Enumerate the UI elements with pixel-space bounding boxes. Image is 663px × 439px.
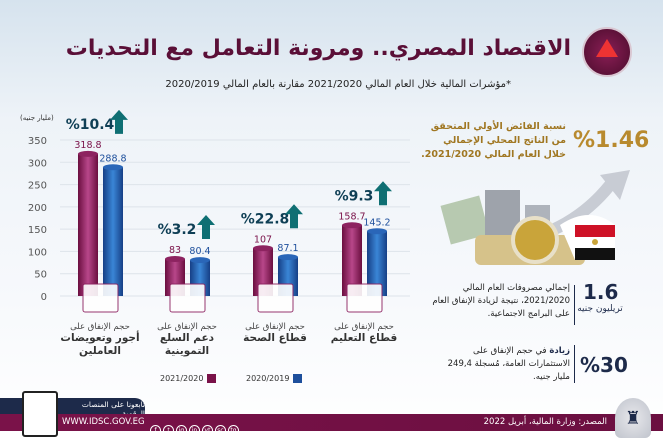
page-title: الاقتصاد المصري.. ومرونة التعامل مع التح… [65,36,571,61]
data-label: 87.1 [277,243,298,254]
growth-label: %9.3 [335,188,374,204]
category-bold: قطاع التعليم [330,332,398,344]
economy-illustration-icon [440,170,630,265]
bar [367,231,387,296]
category-bold: قطاع الصحة [243,332,307,344]
category-small: حجم الإنفاق على [157,322,217,332]
y-tick-label: 200 [28,203,47,214]
source-text: المصدر: وزارة المالية، أبريل 2022 [483,417,607,427]
grocery-box-icon [169,283,206,313]
growth-label: %3.2 [158,222,197,238]
invest-text: في حجم الإنفاق على الاستثمارات العامة، م… [447,346,570,382]
spend-unit: تريليون جنيه [577,304,623,314]
up-arrow-icon [285,204,303,229]
category-small: حجم الإنفاق على [70,322,130,332]
social-f-icon[interactable]: f [150,425,161,436]
bar [103,167,123,296]
bar-top [342,222,362,229]
data-label: 80.4 [189,246,210,257]
category-label: حجم الإنفاق على أجور وتعويضات العاملين [55,322,145,358]
idsc-logo [582,27,632,77]
invest-bold: زيادة [549,346,570,356]
surplus-text: نسبة الفائض الأولي المتحقق من الناتج الم… [421,121,566,160]
data-label: 145.2 [363,217,390,228]
legend-label: 2021/2020 [160,374,204,383]
social-yt-icon[interactable]: yt [202,425,213,436]
social-t-icon[interactable]: t [163,425,174,436]
legend-label: 2020/2019 [246,374,290,383]
bar [78,153,98,296]
legend-2021: 2021/2020 [160,374,217,383]
legend-swatch [207,374,217,383]
growth-label: %10.4 [66,117,115,133]
divider [574,345,575,383]
y-tick-label: 150 [28,225,47,236]
social-tg-icon[interactable]: tg [228,425,239,436]
category-label: حجم الإنفاق على قطاع التعليم [319,322,409,345]
page-subtitle: *مؤشرات المالية خلال العام المالي 2021/2… [165,79,511,90]
unit-label: (مليار جنيه) [20,114,54,122]
bar-top [190,257,210,264]
category-bold: دعم السلع التموينية [159,332,215,357]
follow-text: تابعونا على المنصات الرقمية [81,400,145,418]
legend-swatch [293,374,303,383]
category-label: حجم الإنفاق على قطاع الصحة [230,322,320,345]
spend-text: إجمالي مصروفات العام المالي 2021/2020، ن… [432,283,570,319]
book-icon [346,283,383,313]
legend-2020: 2020/2019 [246,374,303,383]
up-arrow-icon [374,181,392,206]
category-bold: أجور وتعويضات العاملين [60,332,140,357]
social-in-icon[interactable]: in [189,425,200,436]
data-label: 288.8 [99,153,126,164]
y-tick-label: 350 [28,136,47,147]
surplus-value: %1.46 [573,128,650,153]
y-tick-label: 100 [28,247,47,258]
bar-top [165,256,185,263]
bar-chart: (مليار جنيه) 0 50 100 150 200 250 300 350 318.8 2… [20,109,410,313]
footer-band: WWW.IDSC.GOV.EG f t ig in yt sc tg المصدر: وزا… [0,414,663,436]
money-envelope-icon [82,283,119,313]
divider [574,285,575,325]
data-label: 83 [169,245,181,256]
up-arrow-icon [197,215,215,240]
bar-top [278,254,298,261]
up-arrow-icon [110,109,128,134]
data-label: 158.7 [338,211,365,222]
y-tick-label: 0 [41,292,47,303]
website-link[interactable]: WWW.IDSC.GOV.EG [62,417,145,427]
growth-label: %22.8 [241,211,290,227]
bar-top [253,245,273,252]
bar-top [367,228,387,235]
social-ig-icon[interactable]: ig [176,425,187,436]
qr-code[interactable] [22,391,58,437]
spend-value: 1.6 [583,280,619,304]
data-label: 318.8 [74,140,101,151]
bar [342,225,362,296]
bar-top [78,150,98,157]
invest-value: %30 [580,353,628,377]
bar-top [103,164,123,171]
category-label: حجم الإنفاق على دعم السلع التموينية [142,322,232,358]
stethoscope-icon [257,283,294,313]
eagle-emblem-icon: ♜ [615,398,651,438]
social-sc-icon[interactable]: sc [215,425,226,436]
y-tick-label: 250 [28,181,47,192]
category-small: حجم الإنفاق على [245,322,305,332]
y-tick-label: 50 [34,270,47,281]
category-small: حجم الإنفاق على [334,322,394,332]
data-label: 107 [254,234,272,245]
y-tick-label: 300 [28,158,47,169]
